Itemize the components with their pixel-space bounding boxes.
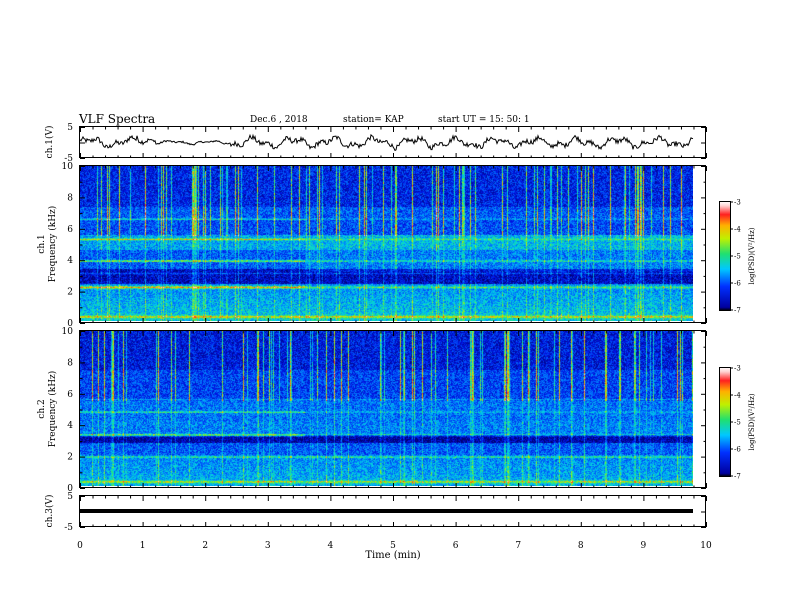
cbar-tick-label: -5 [734, 253, 741, 261]
ch3-waveform-line [80, 509, 693, 513]
ch3-waveform-ylabel: ch.3(V) [44, 495, 55, 528]
freq-tick-label: 0 [67, 484, 73, 494]
freq-tick-label: 0 [67, 319, 73, 329]
x-tick-label: 2 [202, 541, 208, 551]
ch2-frequency-label: Frequency (kHz) [47, 371, 58, 448]
ch1-waveform-line [79, 133, 694, 152]
ch2-spectrogram-image [80, 331, 693, 486]
freq-tick-label: 6 [67, 225, 73, 235]
cbar-tick-label: -7 [734, 473, 741, 481]
freq-tick-label: 8 [67, 193, 73, 203]
x-tick-label: 1 [140, 541, 146, 551]
freq-tick-label: 4 [67, 421, 73, 431]
x-tick-label: 10 [700, 541, 712, 551]
ch3-ytick-top: 5 [67, 492, 73, 502]
ch1-waveform-frame [79, 126, 706, 158]
cbar-tick-label: -6 [734, 280, 741, 288]
x-axis-label: Time (min) [365, 550, 420, 561]
ch1-spectrogram-image [80, 166, 693, 321]
x-tick-label: 7 [515, 541, 521, 551]
ch1-colorbar-label: log(PSD)(V²/Hz) [748, 227, 756, 284]
ch3-waveform-frame [79, 495, 706, 527]
freq-tick-label: 4 [67, 256, 73, 266]
cbar-tick-label: -3 [734, 199, 741, 207]
ch2-spectrogram-frame [79, 330, 706, 488]
axis-ticks [80, 127, 707, 528]
ch1-spectrogram-frame [79, 165, 706, 323]
header-date: Dec.6 , 2018 [250, 115, 308, 125]
ch1-spectrogram-label: ch.1 [37, 234, 47, 253]
ch2-colorbar [719, 367, 731, 477]
cbar-tick-label: -5 [734, 419, 741, 427]
x-tick-label: 0 [77, 541, 83, 551]
ch2-spectrogram-label: ch.2 [37, 399, 47, 418]
ch1-colorbar [719, 201, 731, 311]
ch1-ytick-top: 5 [67, 123, 73, 133]
cbar-tick-label: -7 [734, 307, 741, 315]
freq-tick-label: 6 [67, 390, 73, 400]
ch1-ytick-bottom: -5 [64, 154, 73, 164]
freq-tick-label: 8 [67, 358, 73, 368]
x-tick-label: 6 [453, 541, 459, 551]
ch3-ytick-bottom: -5 [64, 523, 73, 533]
freq-tick-label: 2 [67, 288, 73, 298]
header-start-time: start UT = 15: 50: 1 [438, 115, 530, 125]
cbar-tick-label: -6 [734, 446, 741, 454]
ch1-waveform-ylabel: ch.1(V) [44, 126, 55, 159]
x-tick-label: 5 [390, 541, 396, 551]
freq-tick-label: 10 [62, 162, 74, 172]
cbar-tick-label: -4 [734, 226, 741, 234]
figure-title: VLF Spectra [79, 112, 156, 126]
x-tick-label: 4 [328, 541, 334, 551]
freq-tick-label: 10 [62, 327, 74, 337]
freq-tick-label: 2 [67, 453, 73, 463]
x-tick-label: 3 [265, 541, 271, 551]
cbar-tick-label: -3 [734, 365, 741, 373]
x-tick-label: 8 [578, 541, 584, 551]
header-station: station= KAP [343, 115, 404, 125]
cbar-tick-label: -4 [734, 392, 741, 400]
ch1-frequency-label: Frequency (kHz) [47, 206, 58, 283]
x-tick-label: 9 [641, 541, 647, 551]
ch2-colorbar-label: log(PSD)(V²/Hz) [748, 393, 756, 450]
